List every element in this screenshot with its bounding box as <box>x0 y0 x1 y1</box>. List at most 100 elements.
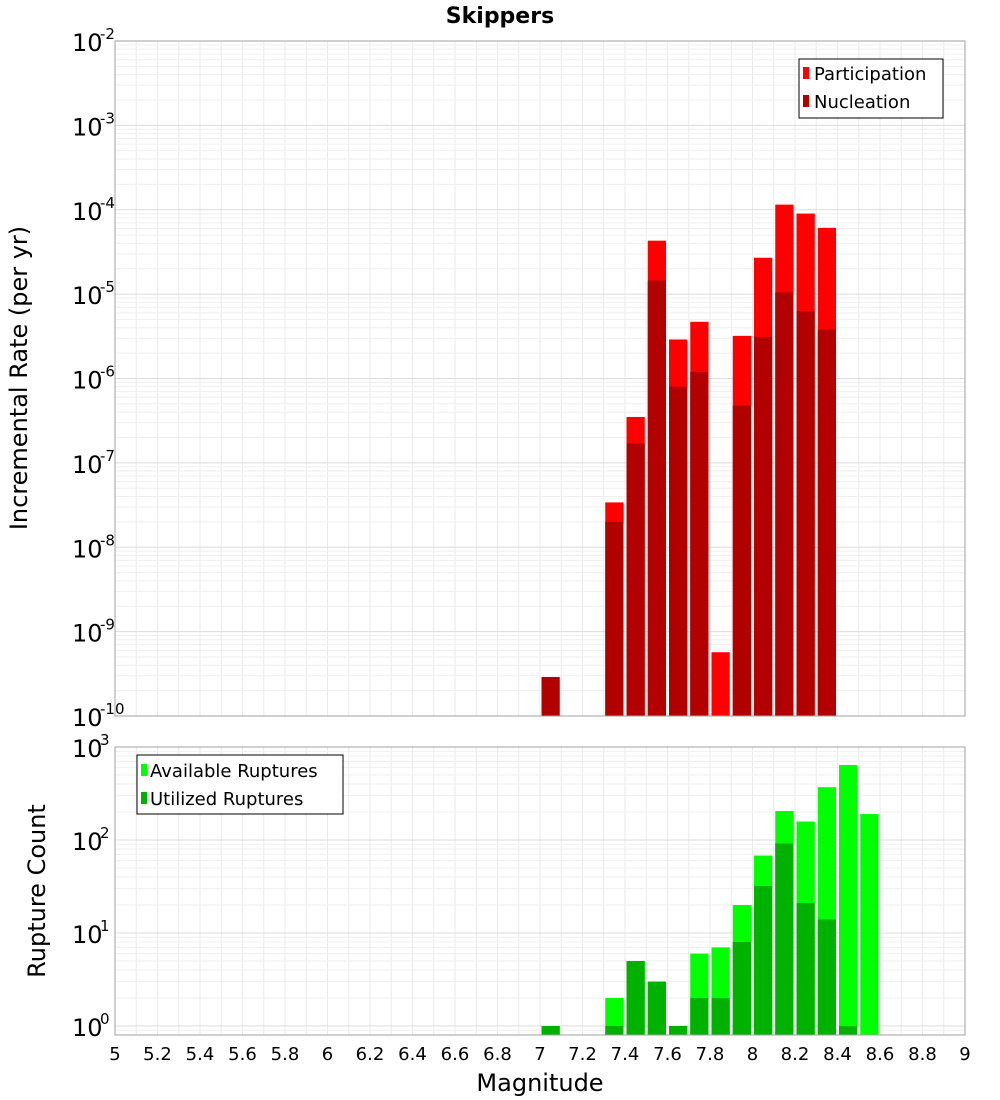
count-y-axis-label: Rupture Count <box>23 804 51 978</box>
x-tick-label: 6.8 <box>483 1044 512 1065</box>
x-tick-label: 6.4 <box>398 1044 427 1065</box>
y-tick-exponent: 2 <box>100 824 110 842</box>
count-bar-utilized-ruptures <box>775 843 794 1035</box>
y-tick-label: 10 <box>72 535 103 563</box>
y-tick-label: 10 <box>72 704 103 732</box>
x-tick-label: 8.2 <box>781 1044 810 1065</box>
rate-bar-nucleation <box>754 337 773 716</box>
count-bar-utilized-ruptures <box>669 1025 688 1035</box>
rate-legend-box <box>798 58 944 119</box>
x-tick-label: 7 <box>534 1044 545 1065</box>
rate-bar-nucleation <box>796 311 815 716</box>
utilized-legend-label: Utilized Ruptures <box>150 789 303 810</box>
y-tick-label: 10 <box>72 620 103 648</box>
y-tick-label: 10 <box>72 282 103 310</box>
rate-bar-nucleation <box>626 443 645 716</box>
y-tick-exponent: -2 <box>100 25 115 43</box>
available-legend-label: Available Ruptures <box>150 761 318 782</box>
rate-bar-nucleation <box>605 521 624 716</box>
count-bar-utilized-ruptures <box>605 1025 624 1035</box>
y-tick-label: 10 <box>72 1014 103 1042</box>
rate-bar-nucleation <box>647 280 666 716</box>
chart-title: Skippers <box>446 4 554 29</box>
x-ticks: 5 5.2 5.4 5.6 5.8 6 6.2 6.4 6.6 6.8 7 7.2 7.4 7.6 7.8 8… <box>109 1044 970 1065</box>
y-tick-exponent: 0 <box>100 1010 110 1028</box>
nucleation-legend-swatch <box>803 95 809 107</box>
count-bar-utilized-ruptures <box>732 942 751 1035</box>
y-tick-exponent: -8 <box>100 531 115 549</box>
x-tick-label: 6.6 <box>441 1044 470 1065</box>
x-axis-label: Magnitude <box>476 1069 603 1097</box>
y-tick-exponent: -7 <box>100 447 115 465</box>
x-tick-label: 7.6 <box>653 1044 682 1065</box>
count-bar-available-ruptures <box>605 997 624 1035</box>
count-bar-utilized-ruptures <box>754 886 773 1035</box>
x-tick-label: 5.2 <box>143 1044 172 1065</box>
y-tick-label: 10 <box>72 367 103 395</box>
y-tick-exponent: -4 <box>100 194 115 212</box>
x-tick-label: 6 <box>322 1044 333 1065</box>
x-tick-label: 5 <box>109 1044 120 1065</box>
x-tick-label: 9 <box>959 1044 970 1065</box>
count-bar-utilized-ruptures <box>647 981 666 1035</box>
x-tick-label: 5.6 <box>228 1044 257 1065</box>
rate-bar-nucleation <box>541 676 560 716</box>
x-tick-label: 5.4 <box>186 1044 215 1065</box>
count-legend: Available Ruptures Utilized Ruptures <box>136 754 344 815</box>
rate-grid <box>114 40 966 717</box>
count-bar-utilized-ruptures <box>541 1025 560 1035</box>
utilized-legend-swatch <box>141 792 147 804</box>
y-tick-label: 10 <box>72 828 103 856</box>
x-tick-label: 7.2 <box>568 1044 597 1065</box>
y-tick-label: 10 <box>72 198 103 226</box>
y-tick-exponent: -3 <box>100 109 115 127</box>
y-tick-label: 10 <box>72 735 103 763</box>
x-tick-label: 8.4 <box>823 1044 852 1065</box>
count-bar-utilized-ruptures <box>711 997 730 1035</box>
nucleation-legend-label: Nucleation <box>814 92 910 113</box>
count-bar-utilized-ruptures <box>817 919 836 1035</box>
y-tick-exponent: -6 <box>100 363 115 381</box>
x-tick-label: 7.4 <box>611 1044 640 1065</box>
rate-y-axis-label: Incremental Rate (per yr) <box>5 226 33 530</box>
available-legend-swatch <box>141 764 147 776</box>
count-bar-utilized-ruptures <box>796 903 815 1035</box>
rate-bar-nucleation <box>669 386 688 716</box>
y-tick-label: 10 <box>72 113 103 141</box>
count-bar-available-ruptures <box>839 765 858 1035</box>
rate-bar-nucleation <box>690 371 709 716</box>
x-tick-label: 5.8 <box>271 1044 300 1065</box>
count-legend-box <box>136 754 344 815</box>
count-plot-border <box>114 746 966 1036</box>
rate-bars <box>541 204 836 717</box>
rate-bar-nucleation <box>817 329 836 716</box>
y-tick-label: 10 <box>72 29 103 57</box>
y-tick-exponent: 3 <box>100 731 110 749</box>
y-tick-exponent: -9 <box>100 616 115 634</box>
x-tick-label: 8.8 <box>908 1044 937 1065</box>
y-tick-exponent: 1 <box>100 917 110 935</box>
count-bar-utilized-ruptures <box>690 997 709 1035</box>
y-tick-exponent: -5 <box>100 278 115 296</box>
y-tick-label: 10 <box>72 451 103 479</box>
y-tick-exponent: -10 <box>100 700 125 718</box>
rate-bar-participation <box>711 652 730 716</box>
count-bar-utilized-ruptures <box>839 1025 858 1035</box>
y-tick-label: 10 <box>72 921 103 949</box>
participation-legend-swatch <box>803 67 809 79</box>
x-tick-label: 8 <box>747 1044 758 1065</box>
x-tick-label: 7.8 <box>696 1044 725 1065</box>
rate-bar-nucleation <box>732 405 751 716</box>
x-tick-label: 8.6 <box>866 1044 895 1065</box>
rate-plot-border <box>114 40 966 717</box>
count-bar-utilized-ruptures <box>626 960 645 1035</box>
x-tick-label: 6.2 <box>356 1044 385 1065</box>
rate-bar-nucleation <box>775 292 794 716</box>
rate-legend: Participation Nucleation <box>798 58 944 119</box>
count-bar-available-ruptures <box>860 814 879 1035</box>
participation-legend-label: Participation <box>814 64 926 85</box>
